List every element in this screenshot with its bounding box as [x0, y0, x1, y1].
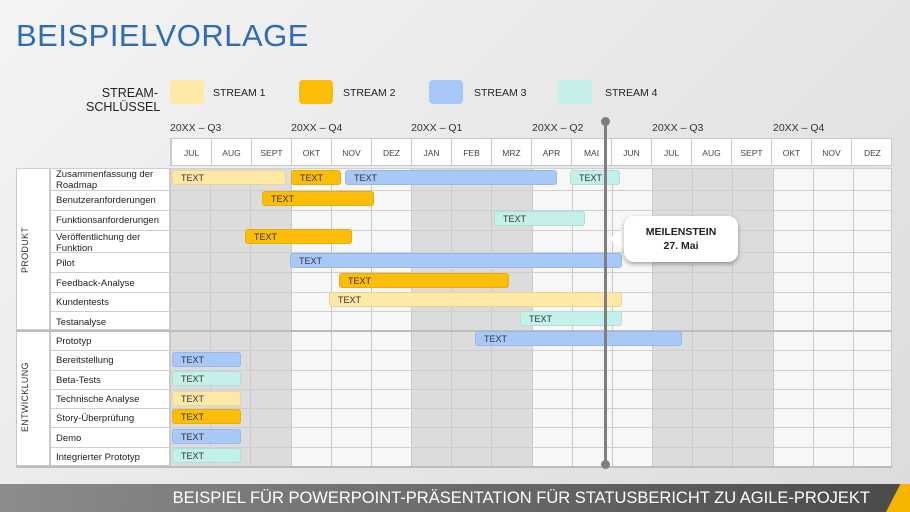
gantt-bar[interactable]: TEXT [172, 448, 241, 463]
month-cell: OKT [291, 139, 331, 165]
gantt-bar[interactable]: TEXT [339, 273, 509, 288]
legend-label-stream-4: STREAM 4 [605, 87, 658, 99]
milestone-dot-bottom [601, 460, 610, 469]
task-label: Beta-Tests [56, 375, 101, 386]
task-label: Funktionsanforderungen [56, 215, 159, 226]
gantt-bar[interactable]: TEXT [329, 292, 622, 307]
task-label: Veröffentlichung der Funktion [56, 232, 141, 253]
section-product-label: PRODUKT [20, 226, 30, 273]
gantt-bar[interactable]: TEXT [172, 409, 241, 424]
section-product [16, 168, 50, 330]
gantt-bar[interactable]: TEXT [290, 253, 622, 268]
month-cell: DEZ [851, 139, 893, 165]
gantt-bar[interactable]: TEXT [291, 170, 341, 185]
month-cell: AUG [691, 139, 731, 165]
section-development [16, 331, 50, 466]
gantt-bar[interactable]: TEXT [570, 170, 620, 185]
task-label: Bereitstellung [56, 355, 114, 366]
gantt-bar[interactable]: TEXT [172, 170, 286, 185]
month-cell: MAI [571, 139, 611, 165]
gantt-bar[interactable]: TEXT [172, 391, 241, 406]
gantt-bar[interactable]: TEXT [520, 311, 622, 326]
gantt-bar[interactable]: TEXT [345, 170, 557, 185]
milestone-title: MEILENSTEIN [645, 226, 717, 238]
gantt-bar[interactable]: TEXT [245, 229, 352, 244]
month-cell: JAN [411, 139, 451, 165]
quarter-label: 20XX – Q3 [652, 122, 704, 134]
footer-bar: BEISPIEL FÜR POWERPOINT-PRÄSENTATION FÜR… [0, 484, 910, 512]
month-cell: AUG [211, 139, 251, 165]
task-label: Integrierter Prototyp [56, 452, 140, 463]
task-label: Demo [56, 433, 82, 444]
month-cell: SEPT [731, 139, 771, 165]
milestone-callout: MEILENSTEIN 27. Mai [624, 216, 738, 262]
quarter-label: 20XX – Q4 [773, 122, 825, 134]
legend-swatch-stream-3 [429, 80, 463, 104]
legend-label-stream-3: STREAM 3 [474, 87, 527, 99]
quarter-label: 20XX – Q1 [411, 122, 463, 134]
month-cell: NOV [331, 139, 371, 165]
task-label: Prototyp [56, 336, 92, 347]
quarter-label: 20XX – Q3 [170, 122, 222, 134]
month-cell: SEPT [251, 139, 291, 165]
month-cell: JUN [611, 139, 651, 165]
month-cell: MRZ [491, 139, 531, 165]
milestone-dot-top [601, 117, 610, 126]
legend-swatch-stream-2 [299, 80, 333, 104]
task-label: Technische Analyse [56, 394, 140, 405]
task-column-product [50, 168, 170, 330]
month-cell: FEB [451, 139, 491, 165]
month-cell: DEZ [371, 139, 411, 165]
month-header-row: JUL AUG SEPT OKT NOV DEZ JAN FEB MRZ APR… [170, 138, 892, 166]
section-development-label: ENTWICKLUNG [20, 362, 30, 432]
task-label: Testanalyse [56, 317, 107, 328]
task-label: Pilot [56, 258, 75, 269]
page-title: BEISPIELVORLAGE [16, 18, 309, 53]
milestone-date: 27. Mai [663, 240, 699, 252]
legend-swatch-stream-4 [558, 80, 592, 104]
legend-title: STREAM- SCHLÜSSEL [86, 86, 161, 114]
task-label: Kundentests [56, 297, 109, 308]
task-label: Benutzeranforderungen [56, 195, 156, 206]
month-cell: JUL [171, 139, 211, 165]
task-label: Zusammenfassung der Roadmap [56, 169, 154, 190]
quarter-label: 20XX – Q2 [532, 122, 584, 134]
gantt-bar[interactable]: TEXT [475, 331, 682, 346]
month-cell: JUL [651, 139, 691, 165]
task-label: Story-Überprüfung [56, 413, 135, 424]
month-cell: APR [531, 139, 571, 165]
legend-swatch-stream-1 [170, 80, 204, 104]
month-cell: OKT [771, 139, 811, 165]
gantt-bar[interactable]: TEXT [172, 429, 241, 444]
gantt-bar[interactable]: TEXT [494, 211, 585, 226]
quarter-label: 20XX – Q4 [291, 122, 343, 134]
legend-label-stream-2: STREAM 2 [343, 87, 396, 99]
task-label: Feedback-Analyse [56, 278, 135, 289]
month-cell: NOV [811, 139, 851, 165]
milestone-callout-pointer [608, 228, 625, 250]
gantt-bar[interactable]: TEXT [172, 371, 241, 386]
milestone-line [604, 121, 607, 465]
gantt-bar[interactable]: TEXT [172, 352, 241, 367]
gantt-bar[interactable]: TEXT [262, 191, 374, 206]
task-column-development [50, 331, 170, 466]
footer-text: BEISPIEL FÜR POWERPOINT-PRÄSENTATION FÜR… [172, 489, 870, 507]
legend-label-stream-1: STREAM 1 [213, 87, 266, 99]
